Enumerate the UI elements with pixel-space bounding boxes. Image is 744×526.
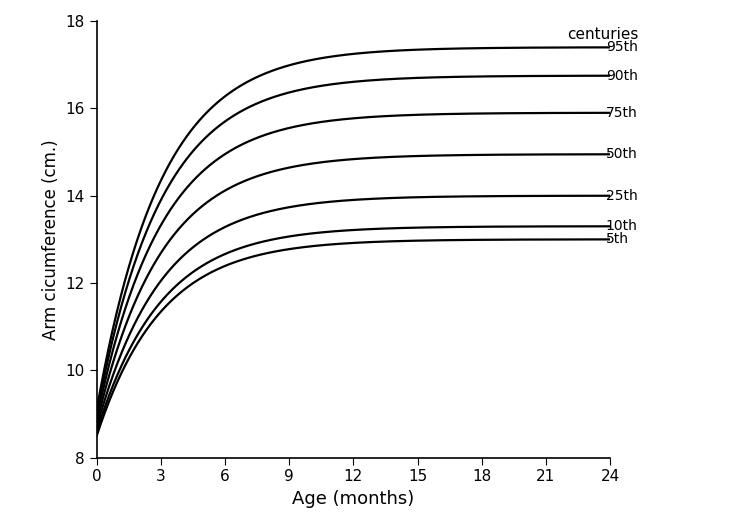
Text: 95th: 95th bbox=[606, 41, 638, 54]
Text: 75th: 75th bbox=[606, 106, 638, 120]
Text: 50th: 50th bbox=[606, 147, 638, 161]
Text: 10th: 10th bbox=[606, 219, 638, 234]
Text: 5th: 5th bbox=[606, 232, 629, 246]
Y-axis label: Arm cicumference (cm.): Arm cicumference (cm.) bbox=[42, 139, 60, 340]
Text: 90th: 90th bbox=[606, 69, 638, 83]
X-axis label: Age (months): Age (months) bbox=[292, 490, 414, 508]
Text: 25th: 25th bbox=[606, 189, 638, 203]
Text: centuries: centuries bbox=[567, 27, 638, 42]
